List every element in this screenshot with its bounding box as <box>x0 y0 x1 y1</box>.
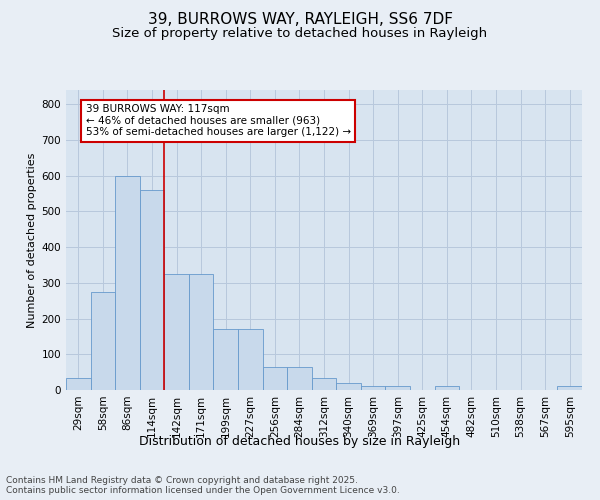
Bar <box>66 378 91 390</box>
Bar <box>140 190 164 390</box>
Y-axis label: Number of detached properties: Number of detached properties <box>28 152 37 328</box>
Text: Contains HM Land Registry data © Crown copyright and database right 2025.
Contai: Contains HM Land Registry data © Crown c… <box>6 476 400 495</box>
Bar <box>312 378 336 390</box>
Bar <box>385 386 410 390</box>
Bar <box>557 386 582 390</box>
Bar <box>91 292 115 390</box>
Bar <box>214 330 238 390</box>
Bar <box>361 386 385 390</box>
Text: Distribution of detached houses by size in Rayleigh: Distribution of detached houses by size … <box>139 435 461 448</box>
Bar <box>115 176 140 390</box>
Bar <box>336 383 361 390</box>
Bar <box>238 330 263 390</box>
Bar <box>189 274 214 390</box>
Bar <box>287 367 312 390</box>
Text: 39, BURROWS WAY, RAYLEIGH, SS6 7DF: 39, BURROWS WAY, RAYLEIGH, SS6 7DF <box>148 12 452 28</box>
Bar <box>263 367 287 390</box>
Text: Size of property relative to detached houses in Rayleigh: Size of property relative to detached ho… <box>112 28 488 40</box>
Bar <box>164 274 189 390</box>
Bar <box>434 386 459 390</box>
Text: 39 BURROWS WAY: 117sqm
← 46% of detached houses are smaller (963)
53% of semi-de: 39 BURROWS WAY: 117sqm ← 46% of detached… <box>86 104 351 138</box>
